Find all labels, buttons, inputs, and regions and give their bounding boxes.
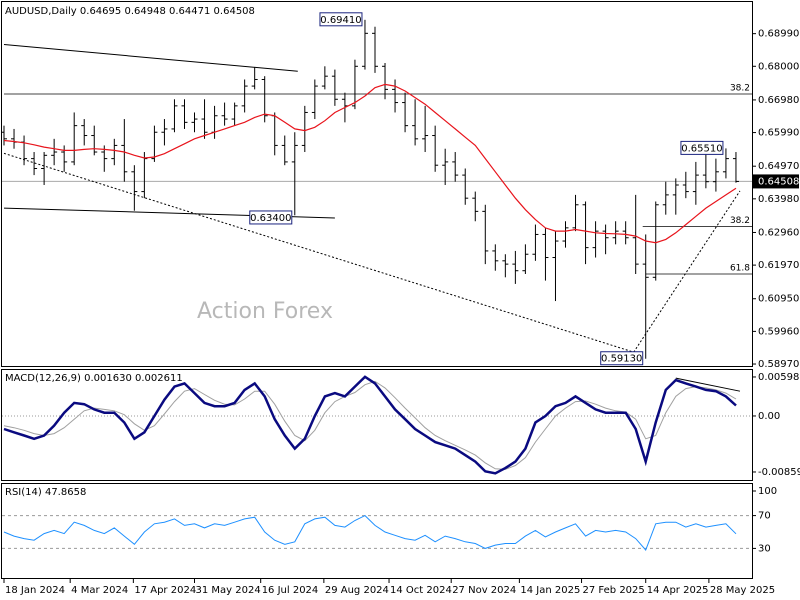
y-tick-label: 70 — [758, 511, 771, 522]
x-tick-label: 31 May 2024 — [196, 585, 261, 596]
y-tick-label: 0.62960 — [758, 227, 799, 238]
price-label-box — [680, 140, 724, 155]
watermark: Action Forex — [197, 299, 333, 324]
fib-label: 61.8 — [730, 264, 750, 274]
header-open: 0.64695 — [80, 6, 121, 17]
fib-label: 38.2 — [730, 216, 750, 226]
y-tick-label: 0.58970 — [758, 359, 799, 370]
y-tick-label: 0.63980 — [758, 194, 799, 205]
moving-average — [3, 83, 737, 244]
x-tick-label: 16 Jul 2024 — [262, 585, 319, 596]
x-tick-label: 27 Nov 2024 — [452, 585, 516, 596]
last-price-box — [752, 174, 799, 189]
indicator-line — [3, 375, 737, 475]
price-label: 0.59130 — [601, 354, 642, 365]
price-label: 0.63400 — [250, 213, 291, 224]
x-tick-label: 28 May 2025 — [710, 585, 775, 596]
y-tick-label: 0.59960 — [758, 326, 799, 337]
macd-title: MACD(12,26,9) 0.001630 0.002611 — [5, 373, 183, 384]
y-tick-label: 0.68000 — [758, 61, 799, 72]
y-tick-label: -0.00859 — [758, 467, 800, 478]
x-tick-label: 29 Aug 2024 — [325, 585, 389, 596]
price-label-box — [319, 12, 363, 27]
rsi-frame — [1, 483, 753, 579]
y-tick-label: 0.00 — [758, 411, 780, 422]
y-tick-label: 0.60950 — [758, 294, 799, 305]
price-label-box — [600, 351, 644, 366]
rsi-title: RSI(14) 47.8658 — [5, 487, 86, 498]
trendline — [675, 377, 741, 392]
y-tick-label: 0.66980 — [758, 95, 799, 106]
header-high: 0.64948 — [124, 6, 165, 17]
last-price-label: 0.64508 — [758, 176, 799, 187]
price-label: 0.69410 — [320, 15, 361, 26]
fib-label: 38.2 — [730, 83, 750, 93]
symbol-title: AUDUSD,Daily — [5, 6, 77, 17]
macd-frame — [1, 369, 753, 481]
x-tick-label: 14 Apr 2025 — [647, 585, 709, 596]
price-label: 0.65510 — [681, 143, 722, 154]
header-close: 0.64508 — [214, 6, 255, 17]
y-tick-label: 0.65990 — [758, 128, 799, 139]
y-tick-label: 0.005981 — [758, 372, 800, 383]
trendline — [633, 190, 741, 353]
x-tick-label: 4 Mar 2024 — [71, 585, 128, 596]
x-tick-label: 18 Jan 2024 — [5, 585, 65, 596]
x-tick-label: 27 Feb 2025 — [583, 585, 645, 596]
indicator-line — [3, 380, 737, 470]
trendline — [3, 44, 298, 72]
y-tick-label: 30 — [758, 543, 771, 554]
y-tick-label: 0.61970 — [758, 260, 799, 271]
x-tick-label: 14 Oct 2024 — [390, 585, 452, 596]
price-header: AUDUSD,Daily 0.64695 0.64948 0.64471 0.6… — [5, 6, 255, 17]
price-label-box — [249, 210, 293, 225]
header-low: 0.64471 — [169, 6, 210, 17]
y-tick-label: 100 — [758, 486, 777, 497]
y-tick-label: 0.68990 — [758, 29, 799, 40]
y-tick-label: 0.64970 — [758, 161, 799, 172]
indicator-line — [3, 514, 737, 551]
x-tick-label: 17 Apr 2024 — [134, 585, 196, 596]
x-tick-label: 14 Jan 2025 — [520, 585, 580, 596]
